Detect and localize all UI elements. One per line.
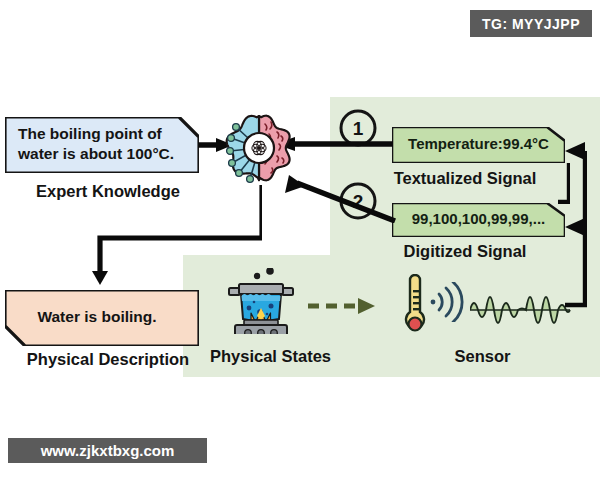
svg-text:1: 1 (353, 118, 364, 139)
